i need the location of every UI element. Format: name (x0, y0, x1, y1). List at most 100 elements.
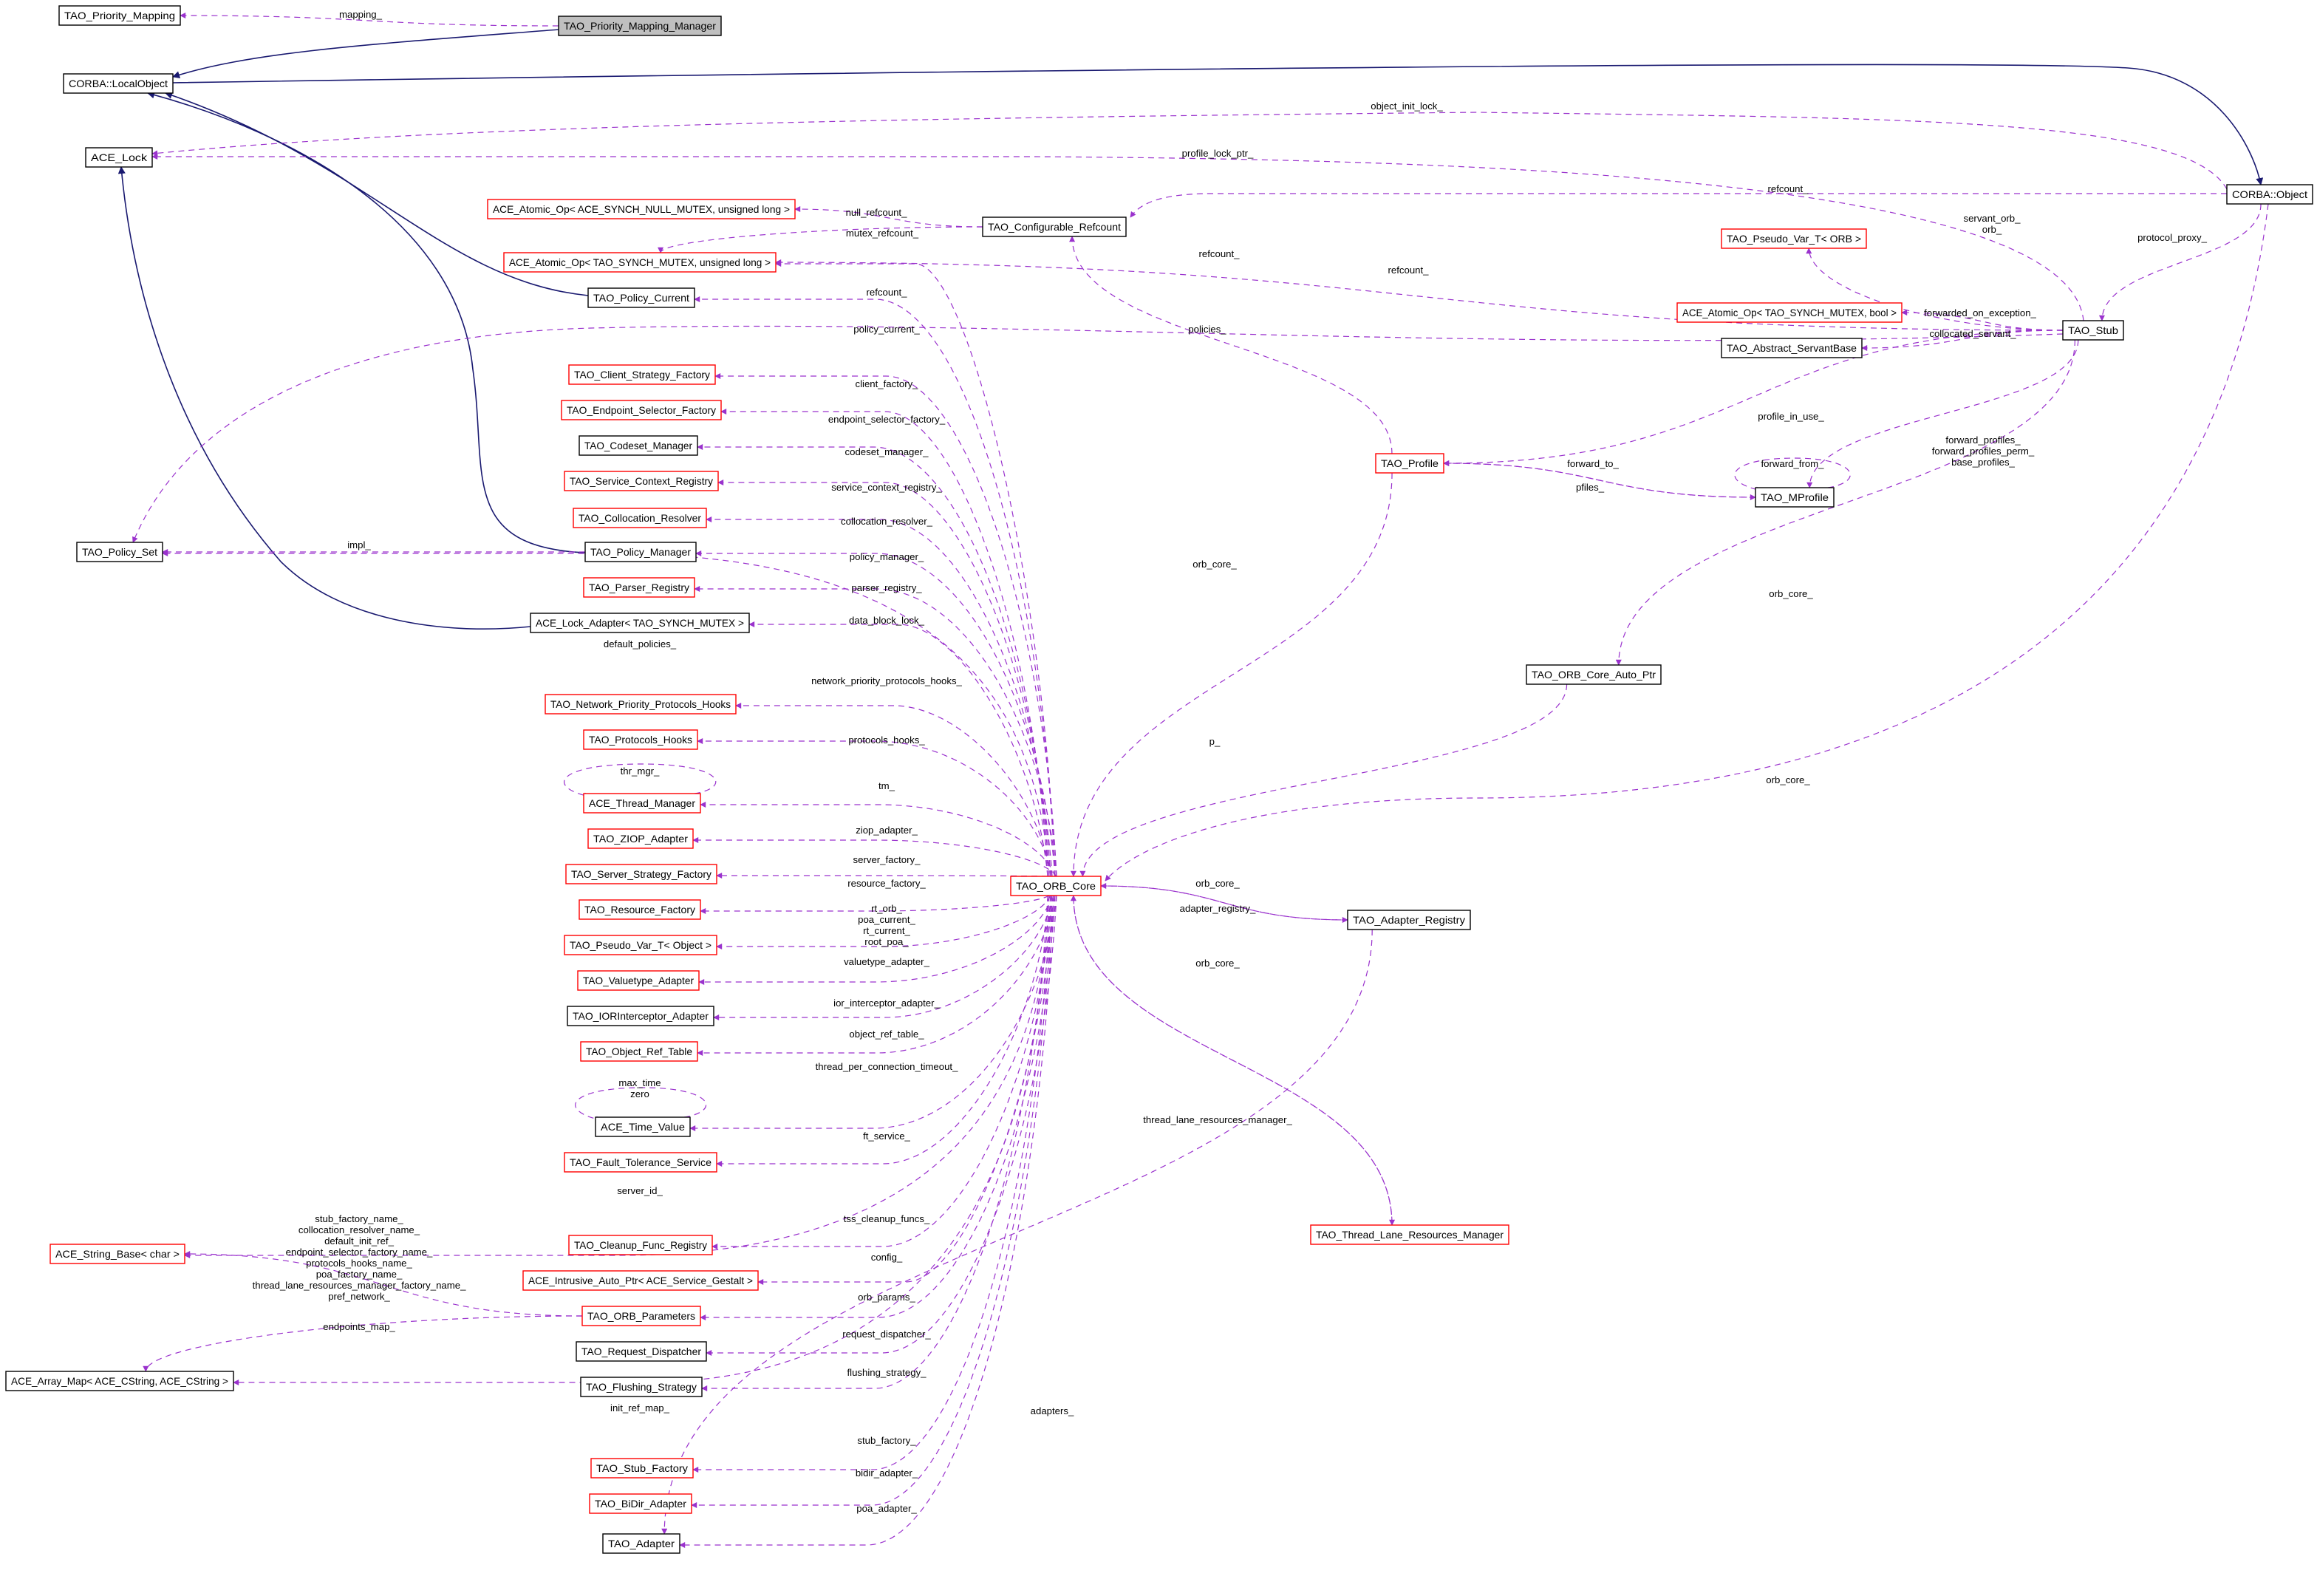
class-node-box[interactable] (982, 216, 1127, 237)
class-node[interactable]: ACE_String_Base< char > (50, 1244, 185, 1264)
class-node[interactable]: TAO_Parser_Registry (583, 577, 695, 598)
class-node-box[interactable] (568, 364, 716, 385)
class-node[interactable]: TAO_Policy_Current (587, 287, 695, 308)
class-node[interactable]: TAO_Object_Ref_Table (580, 1041, 698, 1062)
class-node[interactable]: CORBA::LocalObject (63, 73, 174, 94)
class-node[interactable]: TAO_BiDir_Adapter (589, 1493, 692, 1514)
class-node[interactable]: TAO_Pseudo_Var_T< Object > (564, 935, 717, 955)
class-node[interactable]: TAO_Valuetype_Adapter (577, 970, 700, 991)
class-node-box[interactable] (564, 1152, 717, 1173)
class-node[interactable]: TAO_Adapter_Registry (1347, 910, 1471, 930)
class-node-box[interactable] (63, 73, 174, 94)
class-node-box[interactable] (1010, 876, 1102, 896)
class-node[interactable]: TAO_Request_Dispatcher (576, 1341, 707, 1362)
class-node[interactable]: TAO_Pseudo_Var_T< ORB > (1721, 228, 1867, 249)
class-node[interactable]: TAO_Service_Context_Registry (564, 471, 719, 491)
class-node[interactable]: TAO_Protocols_Hooks (583, 729, 698, 750)
class-node[interactable]: ACE_Lock_Adapter< TAO_SYNCH_MUTEX > (530, 613, 750, 633)
class-node-box[interactable] (1375, 453, 1444, 474)
class-node-box[interactable] (2062, 320, 2124, 341)
class-node-box[interactable] (602, 1533, 680, 1554)
class-node[interactable]: TAO_ZIOP_Adapter (587, 828, 694, 849)
class-node-box[interactable] (573, 508, 707, 528)
class-node[interactable]: TAO_ORB_Core (1010, 876, 1102, 896)
class-node[interactable]: TAO_Fault_Tolerance_Service (564, 1152, 717, 1173)
class-node-box[interactable] (1676, 302, 1903, 323)
class-node-box[interactable] (1755, 487, 1835, 508)
class-node[interactable]: TAO_Codeset_Manager (579, 435, 698, 456)
class-node[interactable]: TAO_Cleanup_Func_Registry (568, 1235, 713, 1255)
class-node[interactable]: ACE_Atomic_Op< TAO_SYNCH_MUTEX, unsigned… (503, 252, 777, 273)
class-node[interactable]: TAO_MProfile (1755, 487, 1835, 508)
class-node-box[interactable] (564, 935, 717, 955)
class-node[interactable]: TAO_Stub (2062, 320, 2124, 341)
class-node-box[interactable] (584, 542, 697, 562)
class-node-box[interactable] (558, 16, 722, 36)
class-node-box[interactable] (50, 1244, 185, 1264)
class-node[interactable]: TAO_Thread_Lane_Resources_Manager (1310, 1224, 1509, 1245)
class-node-box[interactable] (579, 899, 701, 920)
class-node-box[interactable] (545, 694, 737, 715)
class-node-box[interactable] (1347, 910, 1471, 930)
class-node-box[interactable] (1310, 1224, 1509, 1245)
class-node[interactable]: TAO_ORB_Core_Auto_Ptr (1526, 664, 1662, 685)
class-node[interactable]: TAO_Stub_Factory (590, 1458, 694, 1479)
class-node[interactable]: TAO_Abstract_ServantBase (1721, 338, 1863, 358)
class-node[interactable]: TAO_Priority_Mapping (58, 5, 181, 26)
class-node-box[interactable] (589, 1493, 692, 1514)
class-node[interactable]: ACE_Array_Map< ACE_CString, ACE_CString … (5, 1371, 234, 1391)
class-node[interactable]: CORBA::Object (2226, 184, 2313, 205)
class-node-box[interactable] (487, 199, 796, 219)
class-node-box[interactable] (595, 1116, 691, 1137)
class-node-box[interactable] (577, 970, 700, 991)
class-node[interactable]: TAO_Priority_Mapping_Manager (558, 16, 722, 36)
class-node[interactable]: TAO_Collocation_Resolver (573, 508, 707, 528)
class-node-box[interactable] (583, 729, 698, 750)
class-node[interactable]: TAO_Configurable_Refcount (982, 216, 1127, 237)
class-node[interactable]: TAO_Resource_Factory (579, 899, 701, 920)
class-node[interactable]: TAO_Endpoint_Selector_Factory (561, 400, 722, 420)
class-node[interactable]: TAO_IORInterceptor_Adapter (567, 1006, 714, 1026)
class-node-box[interactable] (2226, 184, 2313, 205)
class-node-box[interactable] (565, 864, 717, 884)
class-node-box[interactable] (579, 435, 698, 456)
class-node[interactable]: TAO_Network_Priority_Protocols_Hooks (545, 694, 737, 715)
class-node-box[interactable] (580, 1377, 703, 1397)
class-node-box[interactable] (567, 1006, 714, 1026)
class-node-box[interactable] (564, 471, 719, 491)
class-node[interactable]: ACE_Thread_Manager (583, 793, 701, 814)
class-node[interactable]: TAO_Policy_Manager (584, 542, 697, 562)
class-node[interactable]: TAO_Client_Strategy_Factory (568, 364, 716, 385)
class-node-box[interactable] (587, 828, 694, 849)
class-node-box[interactable] (58, 5, 181, 26)
class-node-box[interactable] (576, 1341, 707, 1362)
class-node-box[interactable] (561, 400, 722, 420)
class-node-box[interactable] (85, 147, 153, 168)
class-node[interactable]: TAO_Adapter (602, 1533, 680, 1554)
class-node-box[interactable] (5, 1371, 234, 1391)
class-node-box[interactable] (568, 1235, 713, 1255)
class-node-box[interactable] (530, 613, 750, 633)
class-node[interactable]: TAO_Policy_Set (76, 542, 163, 562)
class-node-box[interactable] (583, 577, 695, 598)
class-node-box[interactable] (503, 252, 777, 273)
class-node-box[interactable] (583, 793, 701, 814)
class-node-box[interactable] (1721, 338, 1863, 358)
class-node-box[interactable] (581, 1306, 701, 1326)
class-node[interactable]: ACE_Atomic_Op< ACE_SYNCH_NULL_MUTEX, uns… (487, 199, 796, 219)
class-node-box[interactable] (522, 1270, 759, 1291)
class-node-box[interactable] (580, 1041, 698, 1062)
class-node-box[interactable] (1526, 664, 1662, 685)
class-node-box[interactable] (76, 542, 163, 562)
class-node-box[interactable] (587, 287, 695, 308)
class-node[interactable]: TAO_Server_Strategy_Factory (565, 864, 717, 884)
class-node-box[interactable] (1721, 228, 1867, 249)
class-node[interactable]: TAO_ORB_Parameters (581, 1306, 701, 1326)
class-node[interactable]: ACE_Atomic_Op< TAO_SYNCH_MUTEX, bool > (1676, 302, 1903, 323)
class-node-box[interactable] (590, 1458, 694, 1479)
class-node[interactable]: TAO_Flushing_Strategy (580, 1377, 703, 1397)
class-node[interactable]: ACE_Intrusive_Auto_Ptr< ACE_Service_Gest… (522, 1270, 759, 1291)
class-node[interactable]: TAO_Profile (1375, 453, 1444, 474)
class-node[interactable]: ACE_Lock (85, 147, 153, 168)
class-node[interactable]: ACE_Time_Value (595, 1116, 691, 1137)
